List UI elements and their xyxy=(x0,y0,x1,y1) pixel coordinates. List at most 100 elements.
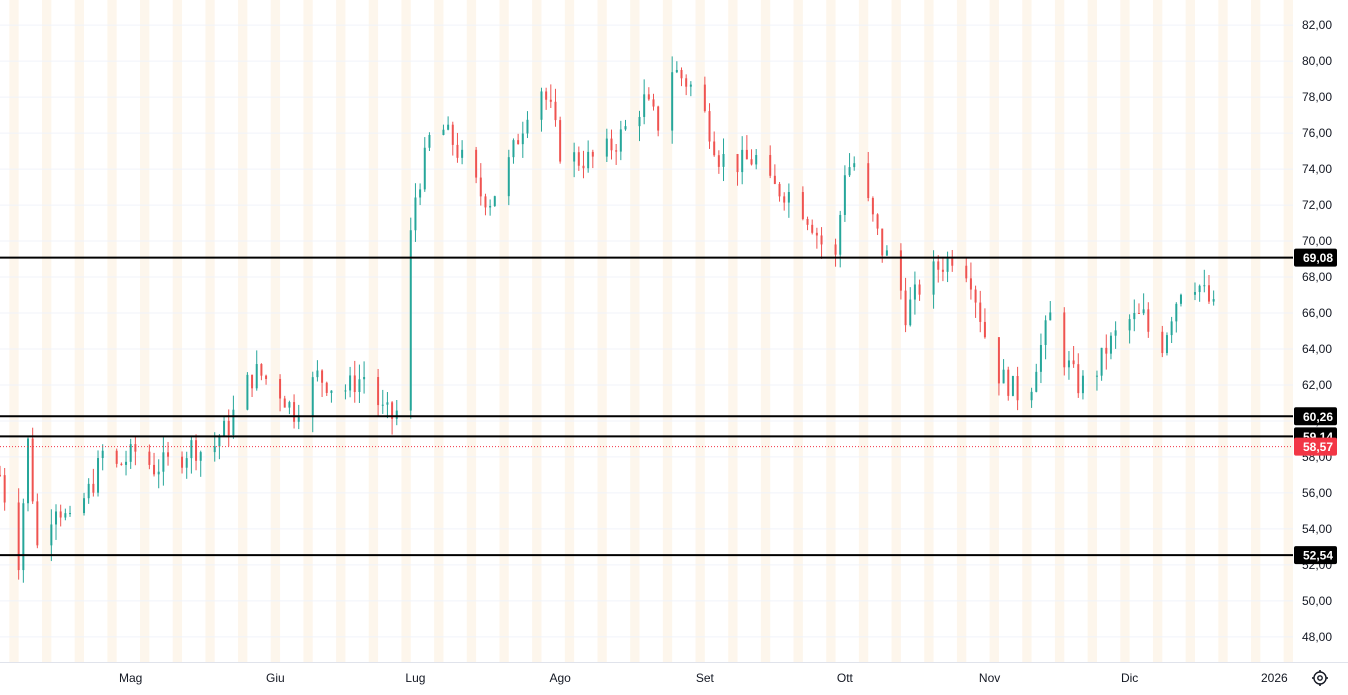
candle-body xyxy=(615,150,618,152)
candle-body xyxy=(1193,292,1196,295)
candle-body xyxy=(974,289,977,303)
candle-body xyxy=(1063,312,1066,368)
candle-body xyxy=(904,290,907,326)
candle-body xyxy=(1016,376,1019,401)
weekend-stripe xyxy=(499,0,509,662)
x-tick-label: Ott xyxy=(837,671,854,685)
candle-body xyxy=(591,151,594,157)
candle-body xyxy=(293,402,296,422)
candle-body xyxy=(605,138,608,157)
candle-body xyxy=(750,159,753,165)
level-badge: 60,26 xyxy=(1303,410,1333,424)
candle-body xyxy=(1095,375,1098,377)
candle-body xyxy=(0,474,1,476)
candle-body xyxy=(414,197,417,231)
candle-body xyxy=(545,91,548,100)
candle-body xyxy=(853,163,856,168)
weekend-stripe xyxy=(826,0,836,662)
candle-body xyxy=(1175,303,1178,322)
candle-body xyxy=(279,378,282,399)
candle-body xyxy=(983,321,986,338)
candle-body xyxy=(1128,319,1131,331)
candle-body xyxy=(713,141,716,156)
candle-body xyxy=(675,69,678,73)
weekend-stripe xyxy=(989,0,999,662)
candle-body xyxy=(512,140,515,158)
candle-body xyxy=(1142,309,1145,314)
candle-body xyxy=(997,337,1000,384)
candle-body xyxy=(101,450,104,459)
x-tick-label: 2026 xyxy=(1261,671,1288,685)
candle-body xyxy=(1049,312,1052,321)
candle-body xyxy=(587,151,590,169)
candle-body xyxy=(521,133,524,145)
gear-icon[interactable] xyxy=(1310,668,1330,688)
weekend-stripe xyxy=(564,0,575,662)
candle-body xyxy=(1044,320,1047,345)
candle-body xyxy=(297,417,300,422)
candle-body xyxy=(652,99,655,107)
candle-body xyxy=(815,232,818,236)
candle-body xyxy=(507,157,510,197)
time-axis[interactable]: Mag Giu Lug Ago Set Ott Nov Dic 2026 xyxy=(0,662,1348,686)
candle-body xyxy=(881,228,884,256)
weekend-stripe xyxy=(1022,0,1032,662)
candle-body xyxy=(395,410,398,419)
weekend-stripe xyxy=(1218,0,1228,662)
y-tick-label: 72,00 xyxy=(1302,198,1332,212)
candle-body xyxy=(913,284,916,300)
weekend-stripe xyxy=(793,0,803,662)
candle-body xyxy=(22,503,25,571)
candle-body xyxy=(689,84,692,87)
horizontal-levels[interactable] xyxy=(0,256,1293,557)
candle-body xyxy=(820,235,823,245)
level-badge-bg xyxy=(1294,248,1337,267)
candle-body xyxy=(573,152,576,162)
candle-body xyxy=(839,214,842,255)
candle-body xyxy=(349,375,352,391)
weekend-stripe xyxy=(695,0,705,662)
candle-body xyxy=(680,69,683,79)
weekend-stripe xyxy=(956,0,967,662)
candle-body xyxy=(899,250,902,291)
weekend-stripe xyxy=(9,0,19,662)
candle-body xyxy=(703,84,706,112)
candle-body xyxy=(582,165,585,169)
candle-body xyxy=(64,513,67,518)
candle-body xyxy=(419,189,422,198)
candle-body xyxy=(778,183,781,197)
candle-body xyxy=(391,402,394,419)
x-tick-label: Dic xyxy=(1121,671,1138,685)
candle-body xyxy=(517,140,520,145)
candle-body xyxy=(31,438,34,502)
candle-body xyxy=(484,196,487,208)
weekend-stripe xyxy=(662,0,673,662)
candle-body xyxy=(965,265,968,279)
candle-body xyxy=(162,452,165,472)
weekend-stripe xyxy=(1120,0,1130,662)
last-price-badge: 58,57 xyxy=(1303,440,1333,454)
candle-body xyxy=(619,129,622,152)
candle-body xyxy=(969,278,972,290)
weekend-stripe xyxy=(1087,0,1097,662)
candle-body xyxy=(17,502,20,571)
candle-body xyxy=(353,375,356,393)
candle-body xyxy=(1114,330,1117,336)
candle-body xyxy=(708,111,711,142)
x-tick-label: Ago xyxy=(549,671,571,685)
weekend-stripe xyxy=(172,0,183,662)
y-tick-label: 70,00 xyxy=(1302,234,1332,248)
grid-lines xyxy=(0,24,1293,638)
candlestick-series[interactable] xyxy=(0,56,1215,583)
candle-body xyxy=(1133,313,1136,320)
candle-body xyxy=(624,126,627,130)
candle-body xyxy=(657,106,660,131)
candle-body xyxy=(246,374,249,410)
weekend-stripe xyxy=(368,0,379,662)
weekend-stripe xyxy=(760,0,771,662)
candle-body xyxy=(806,219,809,225)
level-badge: 52,54 xyxy=(1303,549,1333,563)
